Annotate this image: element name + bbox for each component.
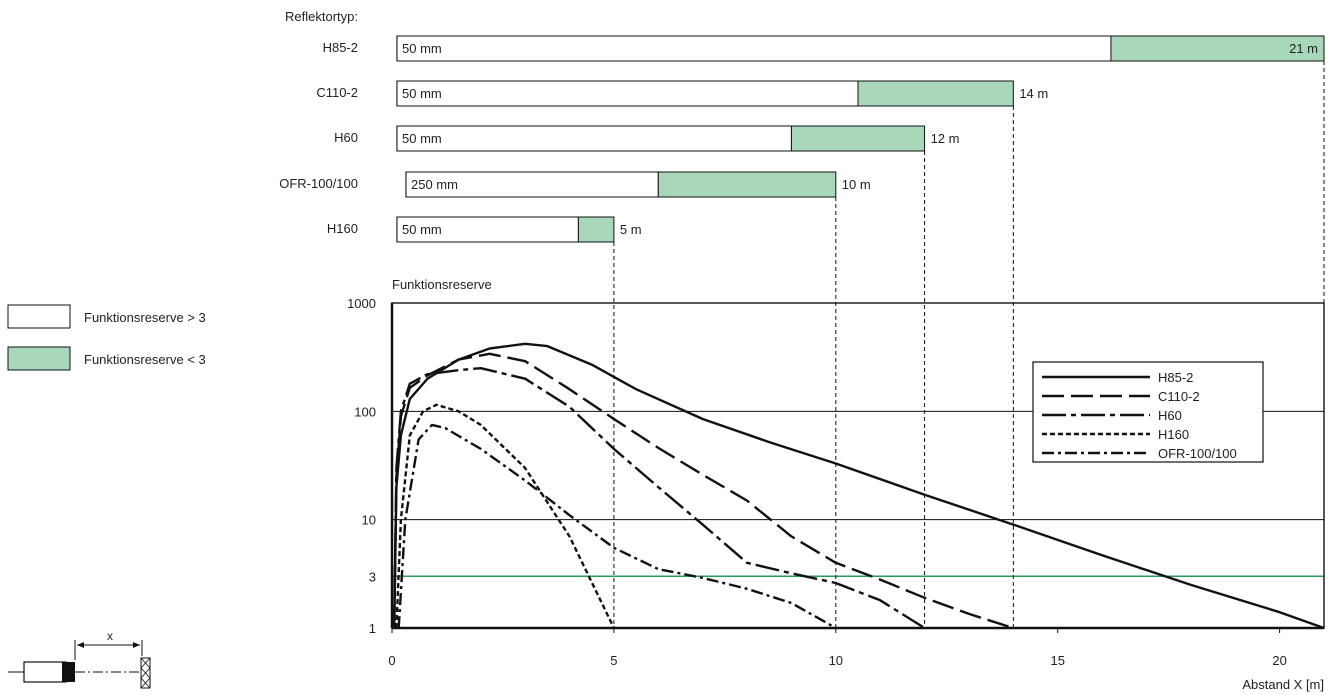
sketch-dim-arrow [77,642,84,648]
y-axis-title: Funktionsreserve [392,277,492,292]
series-line-h160 [396,405,614,628]
range-max-label: 21 m [1289,41,1318,56]
range-min-label: 50 mm [402,41,442,56]
range-max-label: 5 m [620,222,642,237]
range-bar-low-reserve [858,81,1013,106]
range-bar-low-reserve [791,126,924,151]
range-legend-label: Funktionsreserve > 3 [84,310,206,325]
x-tick-label: 10 [829,653,843,668]
range-legend-swatch [8,305,70,328]
reflector-label: OFR-100/100 [279,176,358,191]
range-max-label: 12 m [931,131,960,146]
sensor-reflector-sketch: x [8,629,150,688]
y-tick-label: 1000 [347,296,376,311]
range-max-label: 14 m [1019,86,1048,101]
x-tick-label: 0 [388,653,395,668]
range-legend-swatch [8,347,70,370]
series-line-c110-2 [394,354,1013,628]
series-line-ofr-100-100 [399,425,836,628]
range-min-label: 50 mm [402,222,442,237]
reflector-label: H85-2 [323,40,358,55]
x-tick-label: 5 [610,653,617,668]
sketch-sensor-lens [62,662,75,682]
range-max-label: 10 m [842,177,871,192]
range-bar-high-reserve [397,81,858,106]
range-bar-low-reserve [578,217,614,242]
range-bar-high-reserve [397,36,1111,61]
series-legend-label: C110-2 [1158,389,1200,404]
y-tick-label: 1 [369,621,376,636]
sketch-dim-label: x [107,629,113,643]
series-legend-label: H85-2 [1158,370,1193,385]
x-tick-label: 15 [1050,653,1064,668]
range-min-label: 50 mm [402,86,442,101]
reflector-header: Reflektortyp: [285,9,358,24]
y-tick-label: 10 [362,513,376,528]
series-legend-label: H160 [1158,427,1189,442]
series-legend-label: OFR-100/100 [1158,446,1237,461]
range-min-label: 50 mm [402,131,442,146]
x-axis-title: Abstand X [m] [1242,677,1324,692]
y-tick-label: 100 [354,404,376,419]
reflector-label: H160 [327,221,358,236]
range-min-label: 250 mm [411,177,458,192]
plot-frame [392,303,1324,628]
range-bar-high-reserve [397,126,791,151]
reflector-label: C110-2 [316,85,358,100]
range-bar-low-reserve [658,172,836,197]
range-legend-label: Funktionsreserve < 3 [84,352,206,367]
reflector-label: H60 [334,130,358,145]
y-tick-label: 3 [369,569,376,584]
series-line-h60 [394,368,924,628]
series-legend-label: H60 [1158,408,1182,423]
x-tick-label: 20 [1272,653,1286,668]
sketch-dim-arrow [133,642,140,648]
sketch-sensor-body [24,662,66,682]
